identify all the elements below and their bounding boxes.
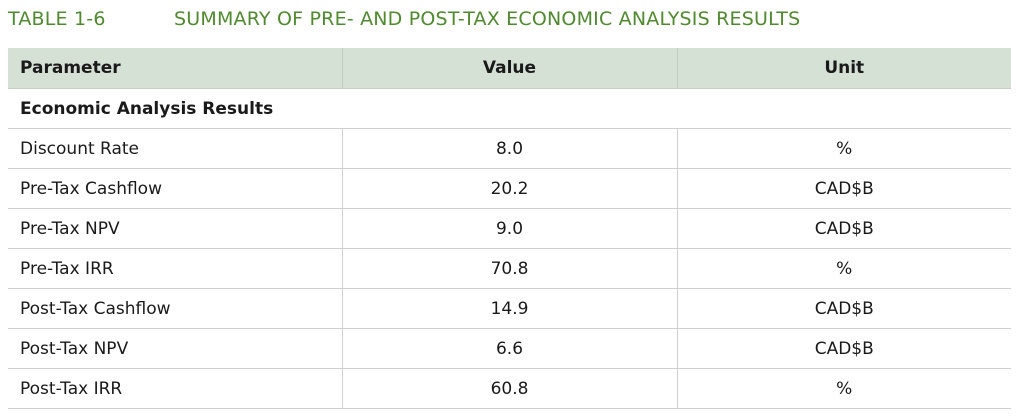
table-number: TABLE 1-6 (8, 8, 106, 30)
table-row: Post-Tax IRR 60.8 % (8, 368, 1011, 409)
value-cell: 14.9 (341, 288, 677, 329)
parameter-cell: Pre-Tax Cashflow (8, 168, 342, 209)
table-row: Post-Tax NPV 6.6 CAD$B (8, 328, 1011, 369)
parameter-cell: Pre-Tax IRR (8, 248, 342, 289)
value-cell: 9.0 (341, 208, 677, 249)
unit-cell: CAD$B (676, 288, 1011, 329)
unit-cell: % (676, 128, 1011, 169)
header-parameter: Parameter (8, 48, 342, 89)
table-row: Pre-Tax IRR 70.8 % (8, 248, 1011, 289)
table-caption: TABLE 1-6 SUMMARY OF PRE- AND POST-TAX EC… (8, 8, 800, 30)
parameter-cell: Pre-Tax NPV (8, 208, 342, 249)
header-row: Parameter Value Unit (8, 48, 1011, 89)
parameter-cell: Post-Tax NPV (8, 328, 342, 369)
value-cell: 6.6 (341, 328, 677, 369)
parameter-cell: Post-Tax IRR (8, 368, 342, 409)
value-cell: 70.8 (341, 248, 677, 289)
table-row: Discount Rate 8.0 % (8, 128, 1011, 169)
unit-cell: CAD$B (676, 208, 1011, 249)
table-title: SUMMARY OF PRE- AND POST-TAX ECONOMIC AN… (174, 8, 801, 30)
table-row: Post-Tax Cashflow 14.9 CAD$B (8, 288, 1011, 329)
unit-cell: CAD$B (676, 168, 1011, 209)
parameter-cell: Post-Tax Cashflow (8, 288, 342, 329)
section-heading: Economic Analysis Results (8, 88, 1011, 129)
table-row: Pre-Tax Cashflow 20.2 CAD$B (8, 168, 1011, 209)
table-row: Pre-Tax NPV 9.0 CAD$B (8, 208, 1011, 249)
value-cell: 8.0 (341, 128, 677, 169)
section-row: Economic Analysis Results (8, 88, 1011, 129)
parameter-cell: Discount Rate (8, 128, 342, 169)
value-cell: 60.8 (341, 368, 677, 409)
unit-cell: CAD$B (676, 328, 1011, 369)
header-value: Value (341, 48, 677, 89)
economic-results-table: Parameter Value Unit Economic Analysis R… (8, 48, 1011, 409)
value-cell: 20.2 (341, 168, 677, 209)
unit-cell: % (676, 368, 1011, 409)
unit-cell: % (676, 248, 1011, 289)
header-unit: Unit (676, 48, 1011, 89)
